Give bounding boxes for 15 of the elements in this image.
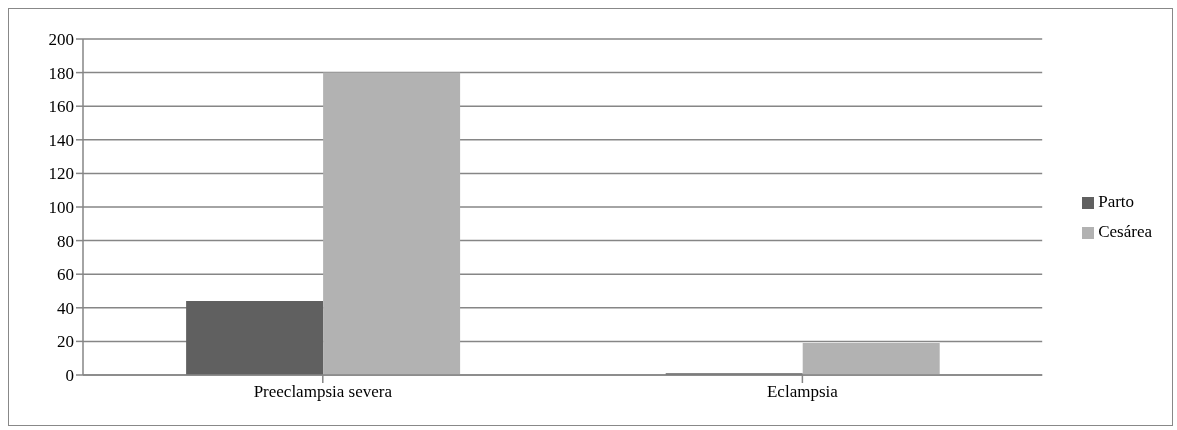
y-tick-label: 140	[48, 130, 74, 150]
legend-label: Parto	[1098, 192, 1135, 211]
y-tick-label: 180	[48, 63, 74, 83]
y-tick-label: 80	[57, 231, 74, 251]
legend-label: Cesárea	[1098, 222, 1152, 241]
x-tick-label: Eclampsia	[766, 382, 839, 402]
y-tick-label: 60	[57, 265, 74, 285]
y-tick-label: 100	[48, 198, 74, 218]
y-tick-label: 160	[48, 97, 74, 117]
y-tick-label: 0	[65, 366, 74, 386]
y-tick-label: 40	[57, 298, 74, 318]
y-tick-label: 20	[57, 332, 74, 352]
x-tick-label: Preeclampsia severa	[253, 382, 393, 402]
y-tick-label: 120	[48, 164, 74, 184]
y-tick-label: 200	[48, 30, 74, 50]
